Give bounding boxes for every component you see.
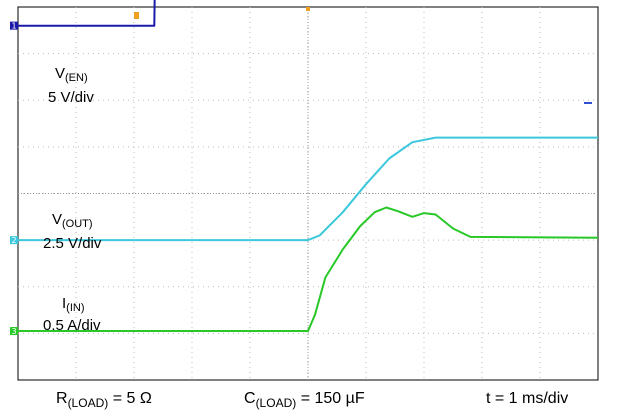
trigger-arrow-marker <box>584 102 592 104</box>
vout-sub: (OUT) <box>62 218 93 230</box>
c-load-main: C <box>244 390 256 407</box>
c-load-sub: (LOAD) <box>255 396 297 410</box>
trace-vout <box>18 136 598 242</box>
vout-name: V <box>52 211 63 228</box>
label-vout-scale: 2.5 V/div <box>43 235 102 252</box>
label-iin-scale: 0.5 A/div <box>43 317 101 334</box>
channel-number-1: 1 <box>11 22 16 31</box>
channel-marker-2 <box>10 236 18 245</box>
channel-number-2: 2 <box>11 236 16 245</box>
channel-number-3: 3 <box>11 327 16 336</box>
c-load-label: C(LOAD) = 150 µF <box>244 390 365 410</box>
c-load-value: = 150 µF <box>300 390 365 407</box>
r-load-sub: (LOAD) <box>67 396 109 410</box>
channel-marker-3 <box>10 327 18 336</box>
label-ven-scale: 5 V/div <box>48 89 94 106</box>
trace-ven <box>18 0 156 27</box>
traces <box>18 0 599 332</box>
channel-marker-1 <box>10 21 18 30</box>
iin-sub: (IN) <box>66 302 85 314</box>
r-load-label: R(LOAD) = 5 Ω <box>56 390 152 410</box>
top-markers <box>134 7 592 104</box>
channel-markers: 1 2 3 <box>10 21 18 336</box>
label-ven: V(EN) <box>55 65 88 84</box>
trigger-position-marker <box>134 12 139 19</box>
grid <box>18 7 598 380</box>
iin-name: I <box>62 295 67 312</box>
timebase-label: t = 1 ms/div <box>486 390 569 407</box>
ven-sub: (EN) <box>65 72 88 84</box>
label-vout: V(OUT) <box>52 211 93 230</box>
trace-iin <box>18 206 599 332</box>
label-iin: I(IN) <box>62 295 85 314</box>
r-load-value: = 5 Ω <box>112 390 152 407</box>
center-marker <box>306 7 310 11</box>
r-load-main: R <box>56 390 68 407</box>
ven-name: V <box>55 65 66 82</box>
